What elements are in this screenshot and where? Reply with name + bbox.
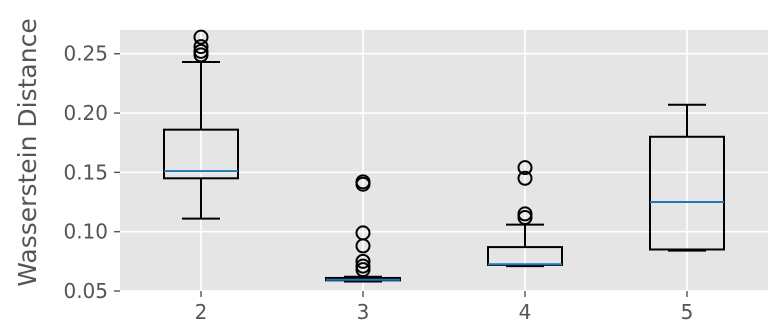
box-group-5	[649, 103, 725, 252]
x-tick-label: 5	[681, 300, 694, 324]
iqr-box	[163, 128, 239, 180]
y-tick-label: 0.15	[63, 160, 108, 184]
outlier-point	[517, 160, 533, 176]
iqr-box	[649, 135, 725, 251]
outlier-point	[355, 225, 371, 241]
y-tick-label: 0.05	[63, 279, 108, 303]
outlier-point	[355, 258, 371, 274]
outlier-point	[193, 39, 209, 55]
y-tick-label: 0.25	[63, 42, 108, 66]
outlier-point	[355, 253, 371, 269]
outlier-point	[193, 29, 209, 45]
tick-labels: 0.05 0.10 0.15 0.20 0.25 2 3 4 5	[63, 42, 693, 324]
outlier-point	[355, 174, 371, 190]
x-tick-label: 2	[195, 300, 208, 324]
y-tick-label: 0.10	[63, 220, 108, 244]
outlier-point	[517, 170, 533, 186]
plot-background	[120, 30, 768, 291]
y-tick-label: 0.20	[63, 101, 108, 125]
outlier-point	[517, 206, 533, 222]
outlier-point	[193, 43, 209, 59]
box-group-3	[325, 174, 401, 283]
y-axis-label: Wasserstein Distance	[13, 18, 42, 286]
x-tick-label: 3	[357, 300, 370, 324]
box-group-2	[163, 29, 239, 220]
box-series	[163, 29, 725, 283]
box-group-4	[487, 160, 563, 268]
x-tick-label: 4	[519, 300, 532, 324]
